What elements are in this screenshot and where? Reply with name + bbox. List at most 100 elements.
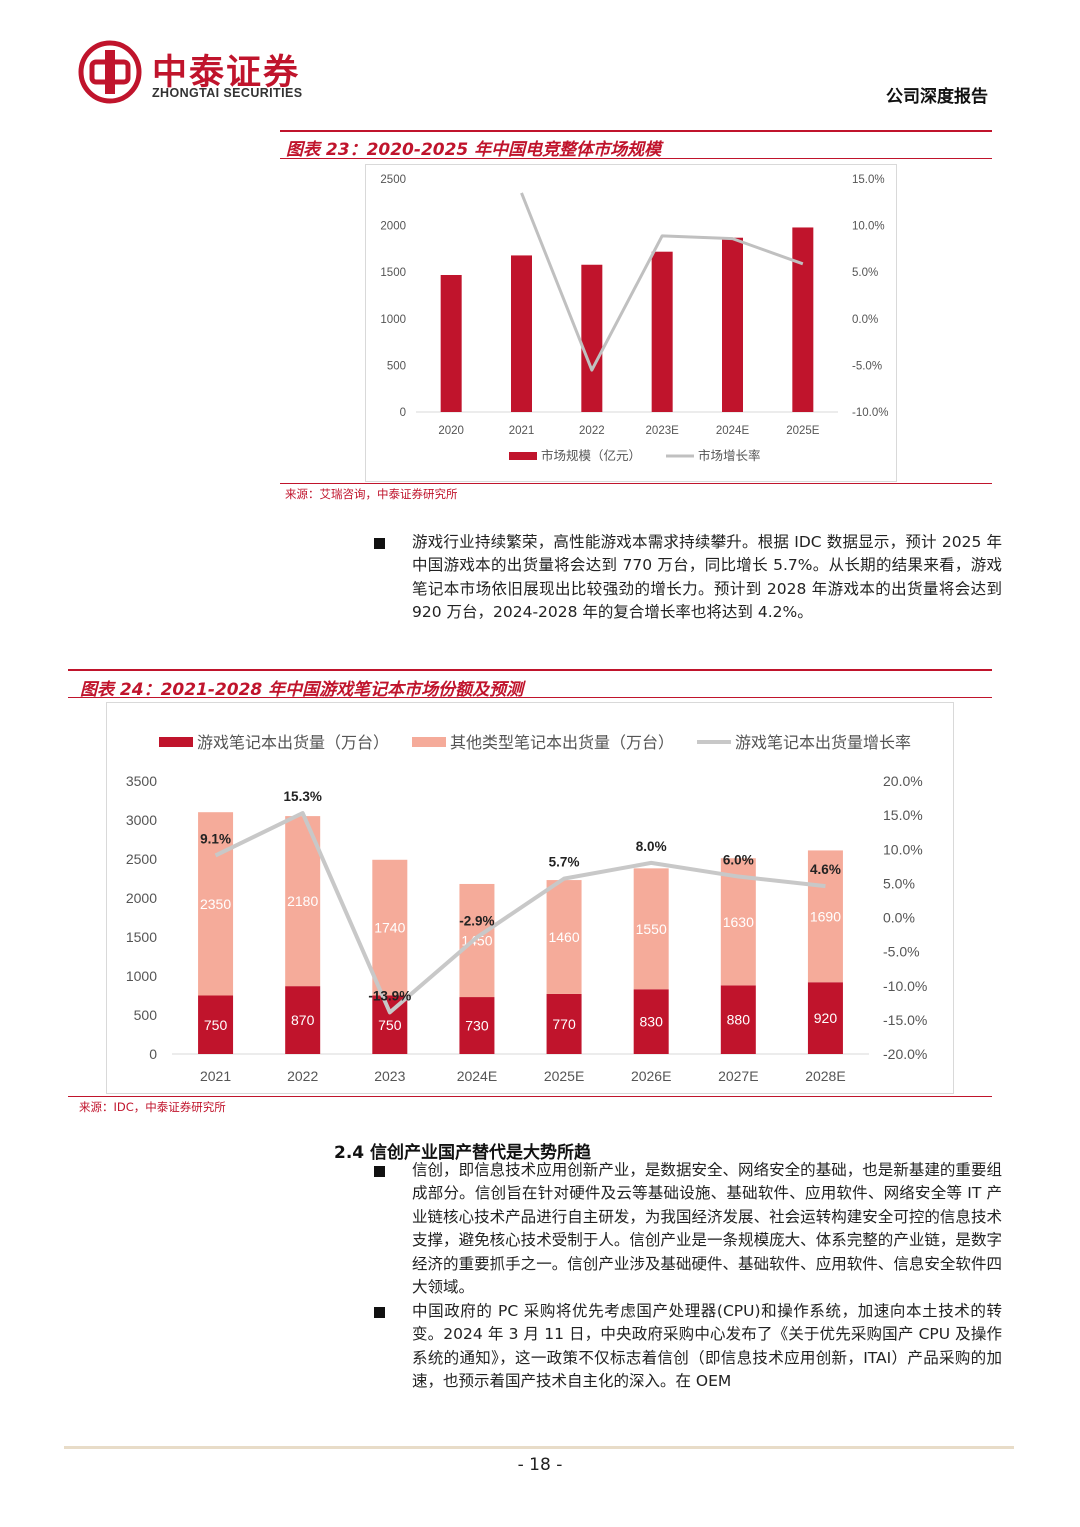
figure24-top-rule — [68, 669, 992, 671]
bar-other-laptop — [807, 850, 843, 983]
data-label-gaming-laptop: 770 — [552, 1016, 576, 1032]
figure24-title: 图表 24：2021-2028 年中国游戏笔记本市场份额及预测 — [80, 680, 524, 700]
bullet-square-icon — [374, 1307, 385, 1318]
x-tick-label: 2024E — [716, 425, 750, 437]
x-tick-label: 2027E — [718, 1068, 758, 1084]
legend-label-other-laptop: 其他类型笔记本出货量（万台） — [450, 734, 674, 752]
y-right-tick-label: -20.0% — [883, 1046, 927, 1062]
logo-english-name: ZHONGTAI SECURITIES — [152, 86, 303, 100]
data-label-gaming-laptop: 880 — [727, 1012, 751, 1028]
data-label-other-laptop: 1550 — [636, 921, 667, 937]
page-number: - 18 - — [517, 1455, 563, 1475]
figure24-chart-frame: 0 500 1000 1500 2000 2500 3000 3500 -20.0% -15.0%… — [106, 702, 954, 1094]
paragraph-government-procurement: 中国政府的 PC 采购将优先考虑国产处理器(CPU)和操作系统，加速向本土技术的… — [412, 1302, 1002, 1391]
figure24-source: 来源：IDC，中泰证券研究所 — [79, 1100, 226, 1114]
data-label-growth-rate: 15.3% — [284, 789, 322, 804]
legend-label-gaming-laptop: 游戏笔记本出货量（万台） — [197, 734, 389, 752]
bar-gaming-laptop — [807, 982, 843, 1054]
paragraph-gaming-laptop: 游戏行业持续繁荣，高性能游戏本需求持续攀升。根据 IDC 数据显示，预计 202… — [412, 533, 1002, 622]
data-label-gaming-laptop: 750 — [204, 1017, 228, 1033]
data-label-other-laptop: 1630 — [723, 914, 754, 930]
y-right-tick-label: -15.0% — [883, 1012, 927, 1028]
y-left-tick-label: 2000 — [380, 221, 406, 233]
data-label-gaming-laptop: 830 — [640, 1014, 664, 1030]
report-type: 公司深度报告 — [886, 87, 988, 107]
y-right-tick-label: -5.0% — [883, 944, 920, 960]
y-left-tick-label: 2500 — [126, 851, 157, 867]
legend-swatch-market-size — [509, 452, 537, 460]
figure23-chart-frame: 0 500 1000 1500 2000 2500 -10.0% -5.0% 0.0% 5.0% 1… — [365, 164, 897, 482]
x-tick-label: 2023E — [646, 425, 680, 437]
bar-gaming-laptop — [285, 986, 321, 1054]
y-right-tick-label: 15.0% — [852, 174, 885, 186]
bar-gaming-laptop — [198, 995, 234, 1054]
data-label-gaming-laptop: 750 — [378, 1017, 402, 1033]
bar-other-laptop — [198, 812, 234, 996]
x-tick-label: 2023 — [374, 1068, 405, 1084]
y-right-tick-label: 5.0% — [883, 875, 915, 891]
bar-other-laptop — [459, 883, 495, 998]
y-left-tick-label: 1500 — [126, 929, 157, 945]
bullet-square-icon — [374, 1166, 385, 1177]
legend-label-market-size: 市场规模（亿元） — [541, 448, 641, 463]
x-tick-label: 2022 — [287, 1068, 318, 1084]
bar-market-size — [651, 251, 673, 412]
y-left-tick-label: 500 — [387, 360, 406, 372]
data-label-other-laptop: 2180 — [287, 893, 318, 909]
x-tick-label: 2024E — [457, 1068, 497, 1084]
bar-market-size — [440, 274, 462, 412]
y-left-tick-label: 1500 — [380, 267, 406, 279]
y-right-tick-label: -10.0% — [852, 407, 888, 419]
paragraph-xinchuang: 信创，即信息技术应用创新产业，是数据安全、网络安全的基础，也是新基建的重要组成部… — [412, 1161, 1002, 1297]
line-growth-rate — [520, 192, 804, 372]
y-right-tick-label: -5.0% — [852, 360, 882, 372]
bar-market-size — [792, 227, 814, 412]
x-tick-label: 2021 — [200, 1068, 231, 1084]
data-label-growth-rate: -13.9% — [368, 988, 411, 1003]
data-label-other-laptop: 1740 — [374, 920, 405, 936]
data-label-other-laptop: 1460 — [548, 929, 579, 945]
bar-market-size — [581, 264, 603, 412]
x-tick-label: 2026E — [631, 1068, 671, 1084]
data-label-growth-rate: 8.0% — [636, 839, 667, 854]
legend-swatch-gaming-laptop — [159, 737, 193, 747]
data-label-growth-rate: 5.7% — [549, 855, 580, 870]
section-title: 2.4 信创产业国产替代是大势所趋 — [334, 1143, 592, 1163]
legend-label-growth-rate: 游戏笔记本出货量增长率 — [735, 734, 911, 752]
y-left-tick-label: 1000 — [126, 968, 157, 984]
y-right-tick-label: 10.0% — [852, 221, 885, 233]
x-tick-label: 2028E — [805, 1068, 845, 1084]
figure23-title-rule — [280, 158, 992, 159]
line-growth-rate — [214, 811, 826, 1015]
y-right-tick-label: 10.0% — [883, 841, 923, 857]
x-tick-label: 2020 — [438, 425, 464, 437]
x-tick-label: 2022 — [579, 425, 605, 437]
y-right-tick-label: 5.0% — [852, 267, 878, 279]
y-left-tick-label: 2000 — [126, 890, 157, 906]
legend-label-growth-rate: 市场增长率 — [698, 448, 761, 463]
y-right-tick-label: -10.0% — [883, 978, 927, 994]
figure24-chart: 0 500 1000 1500 2000 2500 3000 3500 -20.0% -15.0%… — [126, 734, 928, 1084]
y-right-tick-label: 0.0% — [883, 910, 915, 926]
y-right-tick-label: 0.0% — [852, 314, 878, 326]
bar-other-laptop — [633, 868, 669, 990]
y-right-tick-label: 20.0% — [883, 773, 923, 789]
company-logo-icon — [78, 40, 142, 104]
data-label-other-laptop: 2350 — [200, 896, 231, 912]
bar-other-laptop — [372, 859, 408, 996]
bar-gaming-laptop — [546, 993, 582, 1054]
y-left-tick-label: 500 — [134, 1007, 158, 1023]
bar-market-size — [722, 237, 743, 412]
data-label-gaming-laptop: 920 — [814, 1010, 838, 1026]
bar-gaming-laptop — [372, 995, 408, 1054]
bar-market-size — [511, 255, 532, 412]
legend-swatch-other-laptop — [412, 737, 446, 747]
y-left-tick-label: 1000 — [380, 314, 406, 326]
data-label-growth-rate: 4.6% — [810, 862, 841, 877]
data-label-other-laptop: 1690 — [810, 908, 841, 924]
data-label-growth-rate: 6.0% — [723, 853, 754, 868]
x-tick-label: 2025E — [786, 425, 820, 437]
figure23-source: 来源：艾瑞咨询，中泰证券研究所 — [285, 487, 458, 501]
y-left-tick-label: 2500 — [380, 174, 406, 186]
figure23-title: 图表 23：2020-2025 年中国电竞整体市场规模 — [286, 140, 662, 160]
